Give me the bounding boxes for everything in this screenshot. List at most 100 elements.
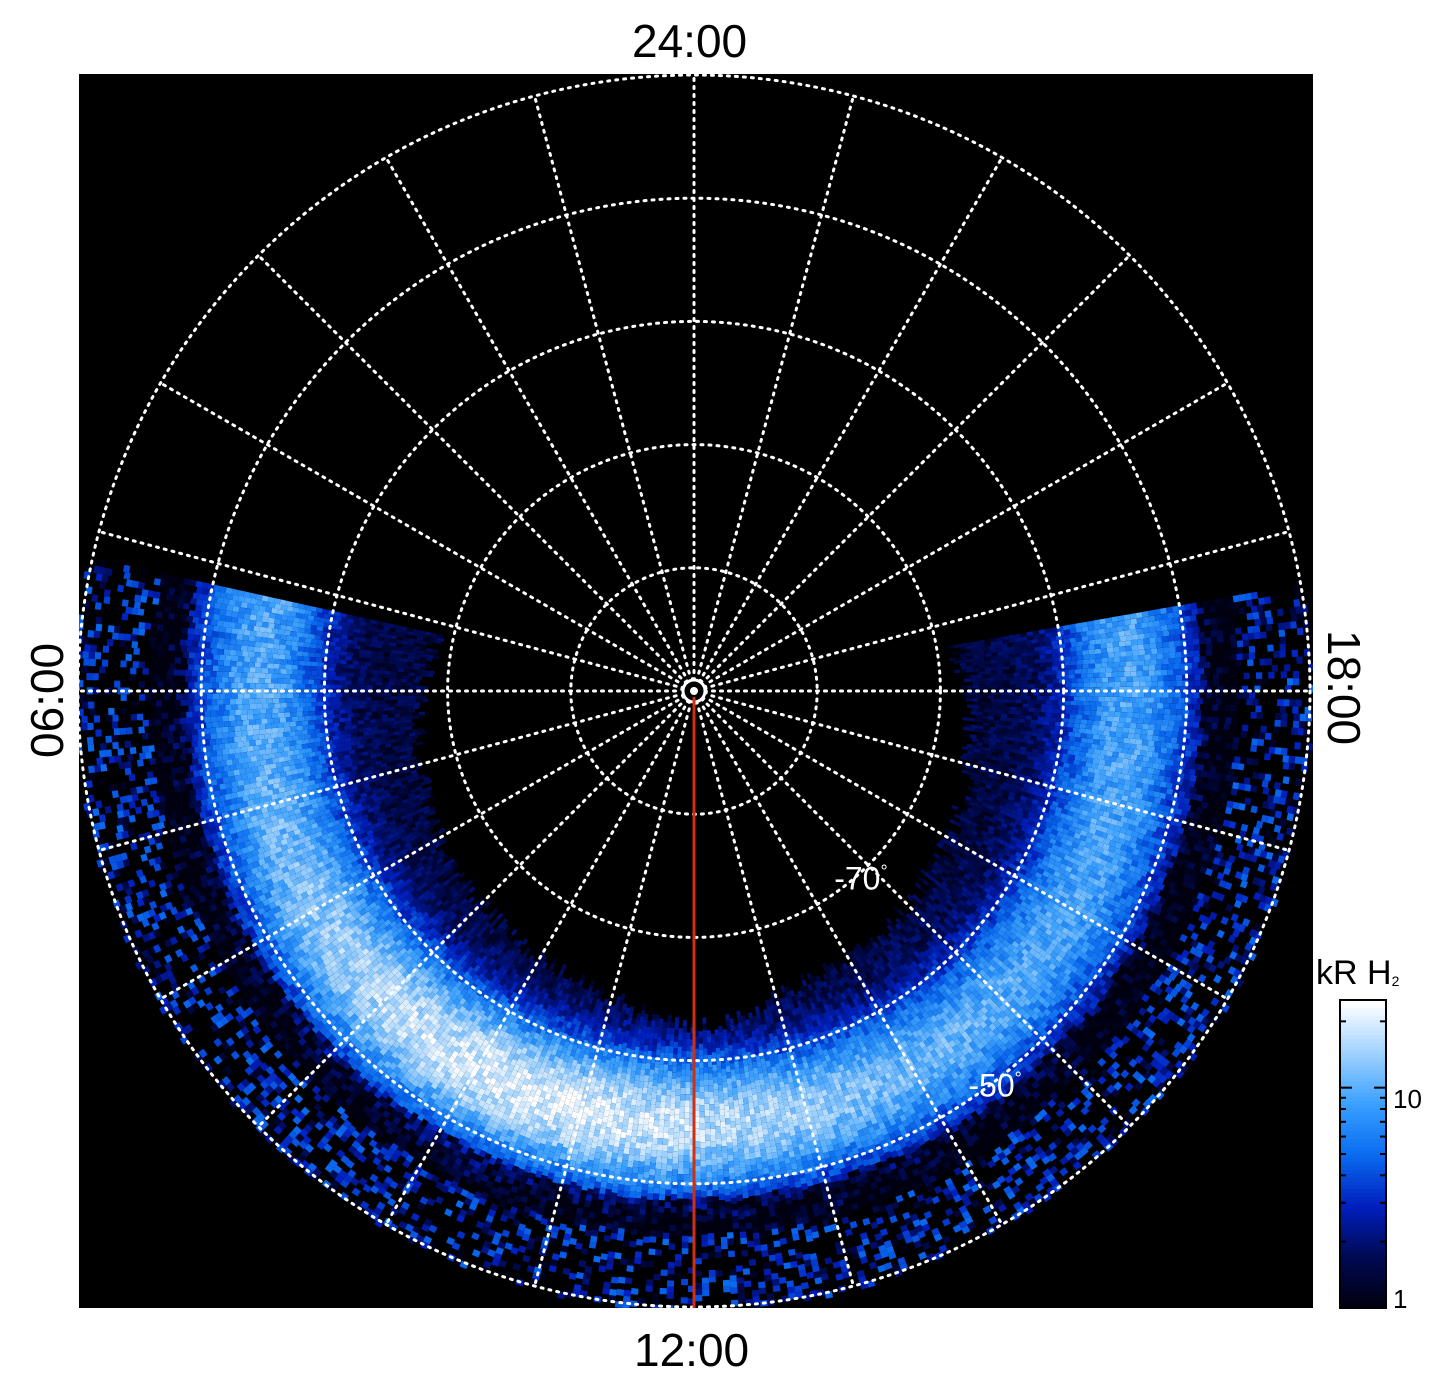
emission-cell: [296, 725, 303, 731]
emission-cell: [372, 673, 379, 678]
emission-cell: [284, 707, 291, 713]
emission-cell: [151, 823, 159, 831]
emission-cell: [155, 763, 162, 771]
emission-cell: [359, 653, 366, 658]
emission-cell: [409, 675, 416, 680]
emission-cell: [189, 585, 198, 593]
emission-cell: [254, 786, 262, 794]
emission-cell: [185, 759, 193, 767]
emission-cell: [350, 736, 357, 742]
emission-cell: [137, 608, 145, 616]
emission-cell: [353, 740, 361, 746]
emission-cell: [407, 705, 414, 710]
emission-cell: [191, 752, 199, 760]
emission-cell: [191, 717, 199, 724]
emission-cell: [94, 602, 102, 610]
emission-cell: [330, 752, 338, 758]
emission-cell: [125, 654, 132, 661]
emission-cell: [426, 673, 434, 678]
emission-cell: [174, 644, 182, 652]
emission-cell: [132, 627, 140, 636]
emission-cell: [359, 645, 367, 651]
emission-cell: [346, 651, 354, 657]
emission-cell: [286, 635, 294, 641]
emission-cell: [182, 651, 190, 659]
emission-cell: [314, 652, 321, 658]
emission-cell: [349, 753, 357, 759]
emission-cell: [371, 623, 378, 629]
emission-cell: [270, 732, 278, 739]
emission-cell: [218, 794, 226, 802]
emission-cell: [158, 808, 166, 816]
emission-cell: [237, 779, 245, 787]
emission-cell: [268, 703, 275, 709]
emission-cell: [343, 754, 351, 760]
emission-cell: [162, 631, 170, 639]
emission-cell: [395, 628, 403, 634]
emission-cell: [253, 798, 261, 805]
emission-cell: [298, 716, 305, 722]
emission-cell: [150, 655, 157, 663]
emission-cell: [185, 717, 192, 724]
emission-cell: [284, 726, 291, 733]
emission-cell: [260, 662, 268, 669]
emission-cell: [90, 644, 97, 653]
emission-cell: [219, 704, 226, 711]
emission-cell: [171, 594, 179, 602]
emission-cell: [261, 668, 269, 674]
emission-cell: [104, 805, 112, 814]
emission-cell: [84, 608, 92, 616]
emission-cell: [216, 671, 223, 677]
emission-cell: [357, 764, 364, 770]
emission-cell: [230, 742, 238, 749]
emission-cell: [179, 735, 187, 743]
emission-cell: [365, 622, 372, 628]
emission-cell: [348, 692, 355, 697]
emission-cell: [342, 664, 349, 669]
emission-cell: [310, 624, 318, 631]
emission-cell: [185, 833, 193, 842]
emission-cell: [406, 715, 414, 720]
emission-cell: [257, 765, 265, 772]
emission-cell: [121, 599, 129, 607]
emission-cell: [93, 630, 101, 639]
emission-cell: [404, 757, 411, 763]
emission-cell: [255, 683, 262, 689]
emission-cell: [230, 797, 238, 805]
emission-cell: [185, 753, 193, 761]
emission-cell: [279, 644, 286, 650]
emission-cell: [204, 716, 211, 723]
emission-cell: [343, 622, 351, 628]
emission-cell: [415, 676, 422, 680]
emission-cell: [147, 837, 156, 846]
emission-cell: [189, 789, 197, 797]
emission-cell: [426, 657, 433, 662]
emission-cell: [418, 650, 425, 655]
emission-cell: [205, 699, 212, 706]
emission-cell: [334, 659, 341, 664]
emission-cell: [224, 799, 232, 807]
emission-cell: [88, 765, 95, 774]
emission-cell: [273, 598, 281, 605]
emission-cell: [311, 802, 319, 809]
emission-cell: [103, 589, 111, 598]
emission-cell: [378, 736, 385, 742]
emission-cell: [387, 739, 395, 744]
emission-cell: [372, 745, 380, 751]
emission-cell: [248, 651, 255, 658]
emission-cell: [124, 740, 132, 748]
emission-cell: [253, 646, 260, 653]
emission-cell: [210, 756, 217, 763]
emission-cell: [185, 729, 192, 736]
emission-cell: [140, 595, 148, 603]
emission-cell: [177, 829, 186, 838]
emission-cell: [375, 729, 382, 735]
emission-cell: [298, 670, 306, 675]
emission-cell: [242, 634, 250, 641]
emission-cell: [124, 633, 131, 641]
emission-cell: [214, 772, 222, 780]
emission-cell: [213, 608, 221, 615]
emission-cell: [290, 712, 297, 718]
emission-cell: [367, 750, 375, 755]
emission-cell: [318, 781, 326, 788]
